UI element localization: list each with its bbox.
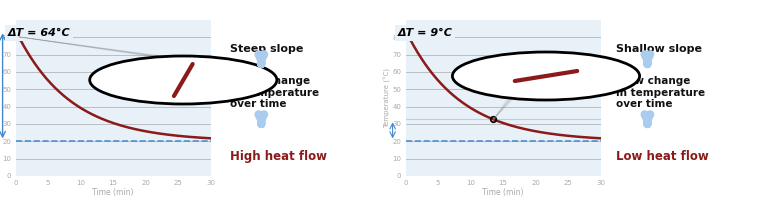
Y-axis label: Temperature (°C): Temperature (°C) bbox=[384, 68, 391, 128]
X-axis label: Time (min): Time (min) bbox=[92, 188, 134, 197]
Y-axis label: Temperature (°C): Temperature (°C) bbox=[0, 68, 1, 128]
FancyArrowPatch shape bbox=[644, 54, 651, 64]
FancyArrowPatch shape bbox=[258, 54, 264, 64]
X-axis label: Time (min): Time (min) bbox=[482, 188, 524, 197]
Text: ΔT = 64°C: ΔT = 64°C bbox=[8, 28, 70, 38]
Text: High heat flow: High heat flow bbox=[230, 150, 327, 163]
Text: Slow change
in temperature
over time: Slow change in temperature over time bbox=[616, 76, 705, 109]
Text: ΔT = 9°C: ΔT = 9°C bbox=[398, 28, 452, 38]
Text: Low heat flow: Low heat flow bbox=[616, 150, 709, 163]
Text: Shallow slope: Shallow slope bbox=[616, 44, 702, 54]
FancyArrowPatch shape bbox=[644, 114, 651, 124]
FancyArrowPatch shape bbox=[258, 114, 264, 124]
Text: Rapid change
in temperature
over time: Rapid change in temperature over time bbox=[230, 76, 319, 109]
Text: Steep slope: Steep slope bbox=[230, 44, 303, 54]
